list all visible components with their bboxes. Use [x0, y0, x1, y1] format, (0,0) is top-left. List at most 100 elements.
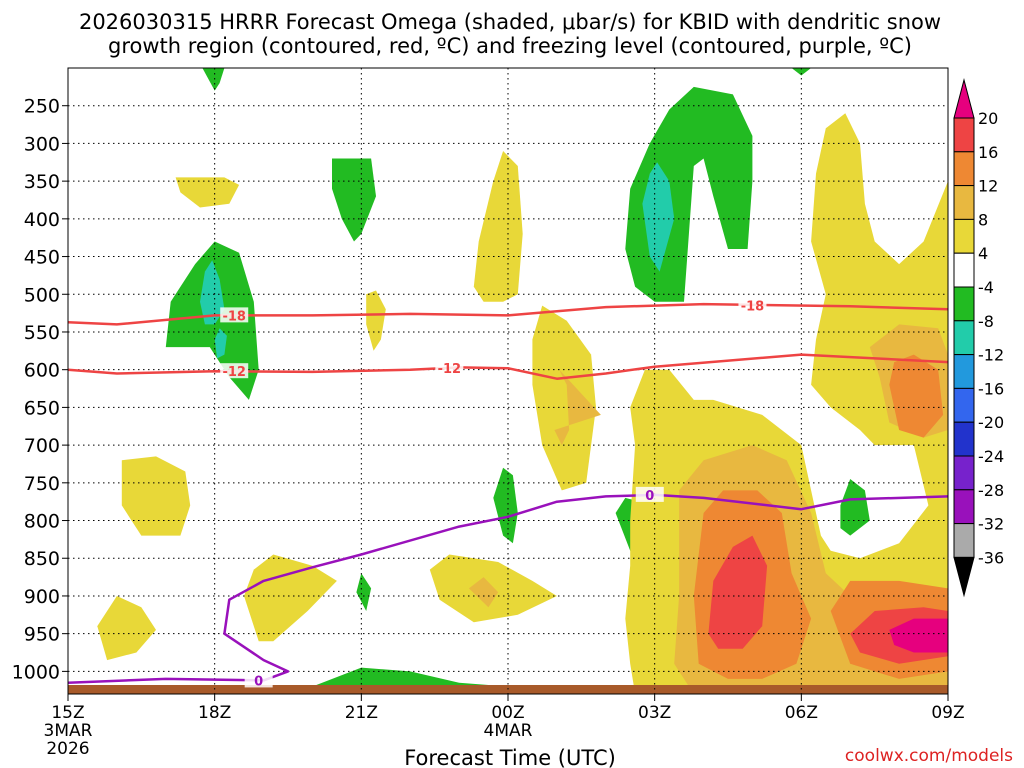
- contour-label-extra-0-bg: [738, 297, 767, 313]
- omega-region-12-32: [889, 354, 944, 438]
- y-tick-label-250: 250: [24, 96, 60, 118]
- y-tick-label-750: 750: [24, 473, 60, 495]
- contour-label-extra-0: -18: [741, 300, 765, 315]
- omega-region-4-19: [97, 596, 156, 661]
- colorbar-label--16: -16: [978, 379, 1004, 398]
- y-tick-label-400: 400: [24, 209, 60, 231]
- y-tick-label-350: 350: [24, 171, 60, 193]
- colorbar-swatch-1: [953, 117, 975, 153]
- y-tick-label-1000: 1000: [12, 661, 60, 683]
- omega-region--8-10: [840, 479, 870, 536]
- x-axis-label: Forecast Time (UTC): [404, 746, 616, 768]
- credit-text: coolwx.com/models: [845, 746, 1013, 766]
- omega-region--8-4: [332, 158, 376, 242]
- omega-region--12-6: [642, 162, 675, 272]
- colorbar-label-12: 12: [978, 177, 998, 196]
- y-tick-label-550: 550: [24, 322, 60, 344]
- omega-region-4-13: [175, 177, 240, 208]
- x-tick-label-06Z: 06Z: [785, 703, 818, 723]
- contour-label-extra-2-bg: [635, 486, 664, 502]
- y-tick-label-700: 700: [24, 435, 60, 457]
- dotted-grid: [67, 68, 949, 694]
- y-tick-label-650: 650: [24, 397, 60, 419]
- contour-label-dgz-bottom-bg: [220, 363, 249, 379]
- omega-colorbar: 20 16 12 8 4 -4 -8 -12 -16 -20 -24 -28 -32 -36: [953, 78, 1004, 598]
- x-tick-label-03Z: 03Z: [638, 703, 671, 723]
- contour-label-dgz-bottom: -12: [222, 365, 246, 380]
- contour-label-extra-1-bg: [435, 360, 464, 376]
- contour-dgz-bottom: [67, 353, 949, 380]
- x-tick-label-00Z: 00Z: [491, 703, 524, 723]
- colorbar-swatch-10: [953, 421, 975, 457]
- y-tick-label-850: 850: [24, 548, 60, 570]
- omega-region-20-30: [889, 618, 948, 653]
- omega-region--8-11: [356, 573, 372, 611]
- x-tick-label-21Z: 21Z: [345, 703, 378, 723]
- y-tick-label-950: 950: [24, 624, 60, 646]
- omega-region-4-16: [121, 456, 191, 536]
- x-tick-label-15Z: 15Z: [51, 703, 84, 723]
- colorbar-label-8: 8: [978, 210, 988, 229]
- colorbar-swatch-12: [953, 489, 975, 525]
- colorbar-swatch-6: [953, 286, 975, 322]
- contour-label-dgz-top: -18: [222, 309, 246, 324]
- colorbar-label--28: -28: [978, 481, 1004, 500]
- omega-region-4-15: [473, 151, 523, 302]
- colorbar-swatch-9: [953, 387, 975, 423]
- x-tick-label-18Z: 18Z: [198, 703, 231, 723]
- contour-lines: -18 -12 0 -18 -12 0: [67, 297, 949, 689]
- pressure-axis: 250 300 350 400 450 500 550 600 650 700 750 800 850 9…: [12, 96, 68, 683]
- y-tick-label-600: 600: [24, 360, 60, 382]
- colorbar-label--36: -36: [978, 548, 1004, 567]
- colorbar-label--8: -8: [978, 312, 994, 331]
- contour-label-extra-1: -12: [438, 362, 462, 377]
- omega-region--8-7: [791, 68, 812, 76]
- omega-region-8-22: [468, 577, 499, 608]
- omega-region-4-14: [366, 290, 386, 351]
- y-tick-label-450: 450: [24, 247, 60, 269]
- colorbar-swatch-5: [953, 252, 975, 288]
- chart-title-line-2: growth region (contoured, red, ºC) and f…: [108, 34, 912, 58]
- y-tick-label-900: 900: [24, 586, 60, 608]
- omega-region-16-27: [708, 535, 768, 649]
- contour-freezing-level: [67, 493, 949, 684]
- colorbar-label--24: -24: [978, 447, 1004, 466]
- colorbar-swatch-3: [953, 185, 975, 220]
- colorbar-label--20: -20: [978, 413, 1004, 432]
- x-tick-label-09Z: 09Z: [931, 703, 964, 723]
- contour-label-extra-2: 0: [645, 489, 654, 504]
- colorbar-swatch-7: [953, 320, 975, 356]
- x-tick-sublabel-15Z: 3MAR: [44, 721, 93, 741]
- colorbar-bottom-arrow: [953, 556, 975, 598]
- colorbar-label--4: -4: [978, 278, 994, 297]
- omega-region--12-3: [214, 328, 227, 359]
- colorbar-swatch-4: [953, 218, 975, 254]
- contour-dgz-top: [67, 302, 949, 326]
- colorbar-swatch-13: [953, 523, 975, 558]
- omega-region--8-0: [202, 68, 225, 91]
- omega-region-4-17: [532, 305, 596, 491]
- colorbar-label--12: -12: [978, 346, 1004, 365]
- y-tick-label-500: 500: [24, 284, 60, 306]
- y-tick-label-300: 300: [24, 133, 60, 155]
- x-tick-year-15Z: 2026: [46, 739, 89, 759]
- colorbar-label-20: 20: [978, 109, 998, 128]
- contour-label-freezing-level: 0: [254, 674, 263, 689]
- colorbar-swatch-2: [953, 151, 975, 187]
- x-tick-sublabel-00Z: 4MAR: [484, 721, 533, 741]
- colorbar-label--32: -32: [978, 515, 1004, 534]
- colorbar-label-16: 16: [978, 143, 998, 162]
- contour-label-dgz-top-bg: [220, 307, 249, 323]
- omega-region--12-2: [200, 260, 225, 325]
- colorbar-swatch-8: [953, 354, 975, 389]
- y-tick-label-800: 800: [24, 511, 60, 533]
- contour-label-freezing-level-bg: [244, 672, 273, 688]
- omega-region-4-20: [244, 554, 337, 642]
- shaded-omega-regions: [97, 68, 948, 694]
- chart-title-line-1: 2026030315 HRRR Forecast Omega (shaded, …: [79, 10, 941, 34]
- colorbar-swatch-11: [953, 455, 975, 491]
- colorbar-label-4: 4: [978, 244, 988, 263]
- omega-region--8-8: [493, 467, 518, 544]
